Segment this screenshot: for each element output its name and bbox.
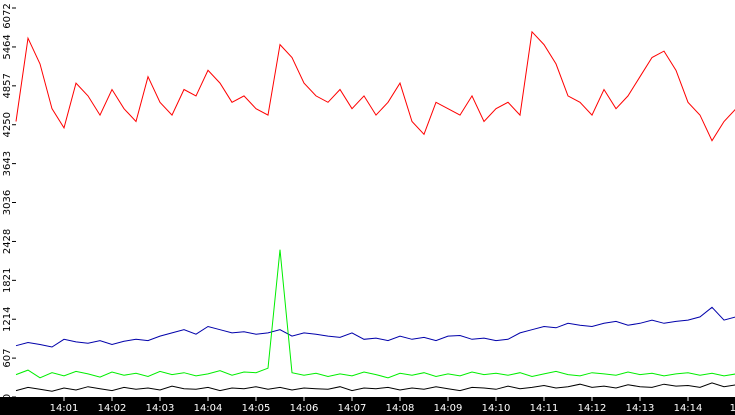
y-tick-label: 0 [2, 394, 13, 400]
x-tick-label: 14:12 [578, 403, 607, 414]
series-line [15, 249, 735, 379]
series-line [15, 382, 735, 392]
x-tick-label: 14:07 [338, 403, 367, 414]
x-tick-label: 14 [730, 403, 735, 414]
y-tick-label: 1821 [2, 268, 13, 293]
y-tick-label: 4250 [2, 112, 13, 137]
y-tick-label: 6072 [2, 3, 13, 28]
y-tick-label: 607 [2, 349, 13, 368]
y-tick-label: 3036 [2, 190, 13, 215]
y-tick-label: 5464 [2, 34, 13, 59]
x-tick-label: 14:13 [626, 403, 655, 414]
x-tick-label: 14:04 [194, 403, 223, 414]
x-tick-label: 14:14 [674, 403, 703, 414]
x-tick-label: 14:03 [146, 403, 175, 414]
x-tick-label: 14:05 [242, 403, 271, 414]
y-tick-label: 3643 [2, 151, 13, 176]
x-axis-band [0, 397, 735, 415]
x-tick-label: 14:10 [482, 403, 511, 414]
x-tick-label: 14:11 [530, 403, 559, 414]
x-tick-label: 14:08 [386, 403, 415, 414]
y-tick-label: 1214 [2, 306, 13, 331]
x-tick-label: 14:02 [98, 403, 127, 414]
series-line [15, 30, 735, 142]
x-tick-label: 14:01 [50, 403, 79, 414]
y-tick-label: 4857 [2, 73, 13, 98]
x-tick-label: 14:09 [434, 403, 463, 414]
y-tick-label: 2428 [2, 229, 13, 254]
series-line [15, 306, 735, 348]
x-tick-label: 14:06 [290, 403, 319, 414]
